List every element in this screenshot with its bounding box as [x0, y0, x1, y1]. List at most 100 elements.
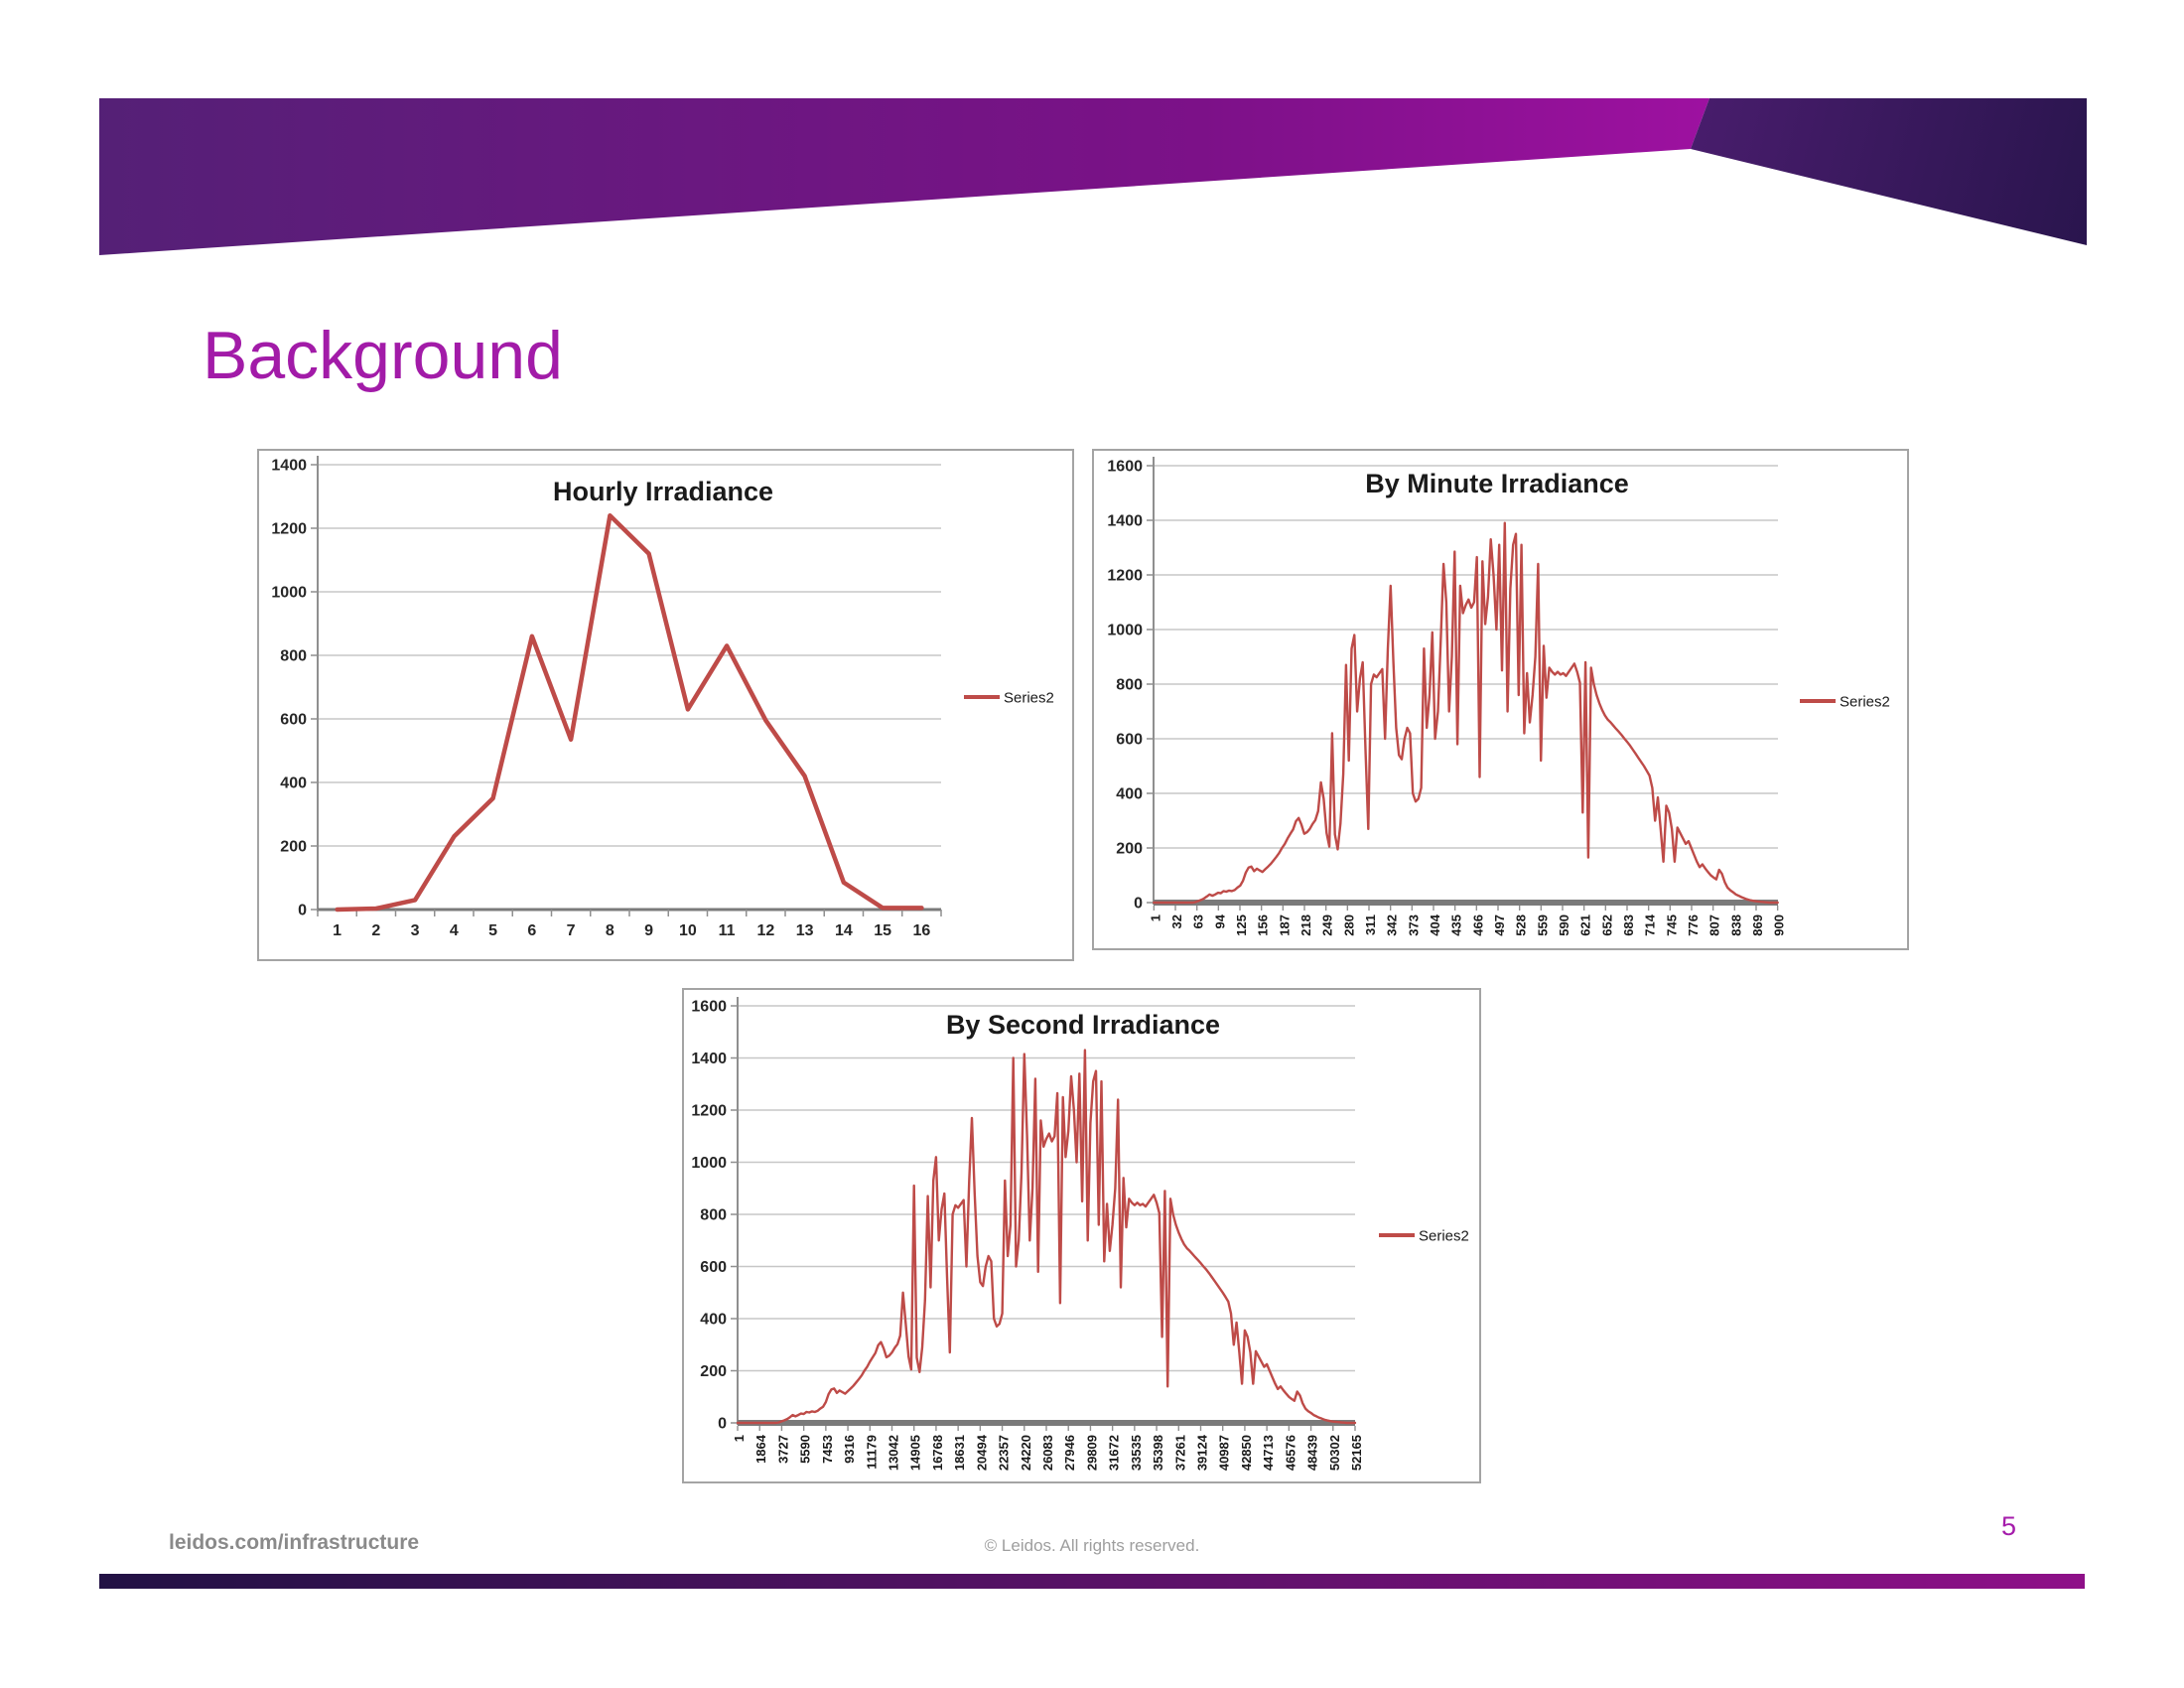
chart-canvas: 0 200 400 600 800 1000 1200 1400 1600 1 32 63 94 125 1… — [1092, 449, 1909, 950]
x-tick-label: 156 — [1256, 914, 1271, 936]
x-tick-label: 8 — [606, 922, 614, 939]
y-tick-label: 600 — [1116, 732, 1143, 749]
y-tick-label: 1400 — [691, 1051, 727, 1067]
x-tick-label: 9 — [644, 922, 653, 939]
x-tick-label: 40987 — [1217, 1435, 1232, 1471]
x-tick-label: 280 — [1341, 914, 1356, 936]
legend-label: Series2 — [1419, 1228, 1469, 1245]
x-tick-label: 48439 — [1305, 1435, 1320, 1471]
x-tick-label: 14905 — [908, 1435, 923, 1471]
x-tick-label: 27946 — [1062, 1435, 1077, 1471]
x-tick-label: 1864 — [753, 1434, 768, 1464]
x-tick-label: 621 — [1578, 914, 1593, 936]
chart-hourly-irradiance: 0 200 400 600 800 1000 1200 1400 1 2 3 4 5 6 7 8 9 10 11 12… — [257, 449, 1074, 961]
y-tick-label: 1200 — [1107, 568, 1143, 585]
x-tick-label: 39124 — [1194, 1434, 1209, 1471]
x-tick-label: 14 — [835, 922, 853, 939]
x-tick-label: 404 — [1428, 914, 1442, 935]
y-tick-label: 0 — [298, 903, 307, 919]
y-tick-label: 400 — [700, 1312, 727, 1329]
x-tick-label: 9316 — [842, 1435, 857, 1464]
x-tick-label: 35398 — [1151, 1435, 1165, 1471]
x-tick-label: 1 — [333, 922, 341, 939]
x-tick-label: 528 — [1514, 914, 1529, 936]
y-tick-label: 600 — [280, 712, 307, 729]
x-tick-label: 652 — [1599, 914, 1614, 936]
series-line — [335, 512, 924, 913]
x-tick-label: 311 — [1363, 914, 1378, 935]
x-tick-label: 20494 — [974, 1434, 989, 1471]
x-tick-label: 187 — [1277, 914, 1292, 936]
x-tick-label: 12 — [756, 922, 774, 939]
x-tick-label: 218 — [1298, 914, 1313, 936]
x-tick-label: 342 — [1385, 914, 1400, 936]
footer-copyright: © Leidos. All rights reserved. — [984, 1536, 1200, 1555]
x-tick-label: 7453 — [820, 1435, 835, 1464]
x-tick-label: 590 — [1557, 914, 1571, 936]
x-tick-label: 714 — [1643, 914, 1658, 935]
y-tick-label: 1000 — [271, 585, 307, 602]
y-tick-label: 1200 — [691, 1103, 727, 1120]
x-tick-label: 807 — [1707, 914, 1722, 936]
y-tick-label: 600 — [700, 1259, 727, 1276]
x-tick-label: 11179 — [864, 1435, 879, 1470]
x-tick-label: 1 — [1148, 914, 1162, 921]
x-tick-label: 42850 — [1239, 1435, 1254, 1471]
x-tick-label: 125 — [1234, 914, 1249, 936]
chart-title: By Second Irradiance — [946, 1010, 1220, 1040]
x-tick-label: 373 — [1406, 914, 1421, 936]
chart-title: By Minute Irradiance — [1365, 469, 1629, 498]
x-tick-label: 24220 — [1019, 1435, 1033, 1471]
legend-label: Series2 — [1840, 694, 1890, 711]
x-tick-label: 745 — [1664, 914, 1679, 936]
x-tick-label: 900 — [1772, 914, 1787, 936]
x-tick-label: 13 — [796, 922, 814, 939]
x-tick-label: 869 — [1750, 914, 1765, 936]
x-tick-label: 26083 — [1040, 1435, 1055, 1471]
x-tick-label: 249 — [1320, 914, 1335, 936]
x-tick-label: 16768 — [930, 1435, 945, 1471]
y-tick-label: 200 — [700, 1363, 727, 1380]
y-tick-label: 400 — [280, 775, 307, 792]
y-tick-label: 0 — [1134, 896, 1143, 913]
footer-bar — [99, 1574, 2085, 1589]
y-tick-label: 800 — [1116, 677, 1143, 694]
y-tick-label: 800 — [280, 648, 307, 665]
series-line — [736, 1049, 1357, 1425]
y-tick-label: 1400 — [271, 458, 307, 475]
page-number: 5 — [2001, 1511, 2017, 1541]
x-tick-label: 10 — [679, 922, 697, 939]
x-tick-label: 3727 — [775, 1435, 790, 1464]
x-tick-label: 32 — [1169, 914, 1184, 928]
y-tick-label: 1000 — [691, 1155, 727, 1172]
x-tick-label: 683 — [1621, 914, 1636, 936]
y-tick-label: 200 — [1116, 841, 1143, 858]
x-tick-label: 776 — [1686, 914, 1701, 936]
chart-by-second-irradiance: 0 200 400 600 800 1000 1200 1400 1600 1 1864 3727 55… — [682, 988, 1481, 1483]
x-tick-label: 5 — [488, 922, 497, 939]
x-tick-label: 50302 — [1327, 1435, 1342, 1471]
x-tick-label: 37261 — [1172, 1435, 1187, 1471]
x-tick-label: 94 — [1212, 914, 1227, 928]
y-tick-label: 1400 — [1107, 513, 1143, 530]
x-tick-label: 15 — [874, 922, 891, 939]
x-tick-label: 52165 — [1349, 1435, 1364, 1471]
x-tick-label: 7 — [567, 922, 576, 939]
chart-border — [682, 988, 1481, 1483]
chart-border — [257, 449, 1074, 961]
y-tick-label: 1600 — [1107, 459, 1143, 476]
x-tick-label: 5590 — [798, 1435, 813, 1464]
page-title: Background — [203, 318, 563, 393]
y-tick-label: 1200 — [271, 521, 307, 538]
x-tick-label: 44713 — [1261, 1435, 1276, 1471]
y-tick-label: 400 — [1116, 786, 1143, 803]
x-tick-label: 4 — [450, 922, 459, 939]
x-tick-label: 838 — [1728, 914, 1743, 936]
y-tick-label: 1600 — [691, 999, 727, 1016]
x-tick-label: 29809 — [1084, 1435, 1099, 1471]
y-tick-label: 800 — [700, 1207, 727, 1224]
y-tick-label: 200 — [280, 839, 307, 856]
x-tick-label: 13042 — [887, 1435, 901, 1471]
